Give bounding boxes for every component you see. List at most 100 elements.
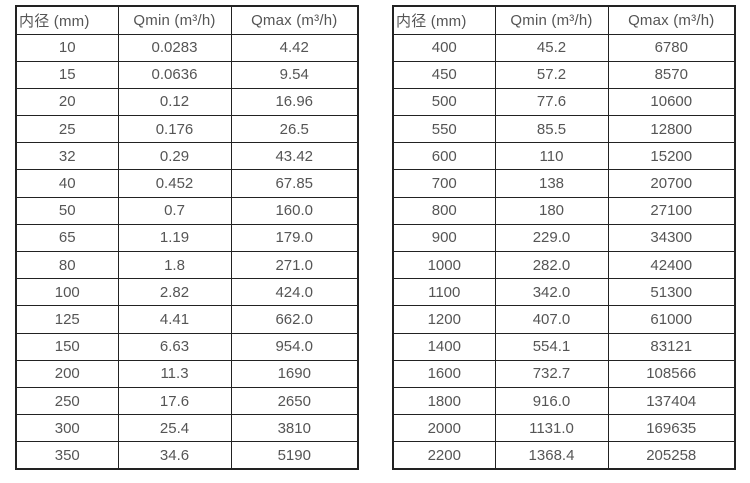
table-cell: 34300	[607, 223, 736, 253]
table-row: 150 6.63 954.0	[15, 332, 359, 361]
table-cell: 900	[392, 223, 496, 253]
table-cell: 51300	[607, 278, 736, 307]
table-cell: 0.12	[117, 87, 232, 117]
table-cell: 6.63	[117, 332, 232, 361]
table-row: 1800 916.0 137404	[392, 386, 736, 416]
table-cell: 11.3	[117, 359, 232, 388]
table-cell: 916.0	[494, 386, 609, 416]
table-cell: 67.85	[230, 169, 359, 198]
table-cell: 1131.0	[494, 414, 609, 443]
table-row: 450 57.2 8570	[392, 60, 736, 89]
table-cell: 350	[15, 441, 119, 470]
table-cell: 1200	[392, 305, 496, 334]
table-cell: 179.0	[230, 223, 359, 253]
table-cell: 100	[15, 278, 119, 307]
table-cell: 500	[392, 87, 496, 117]
table-cell: 1600	[392, 359, 496, 388]
table-row: 10 0.0283 4.42	[15, 33, 359, 62]
table-cell: 43.42	[230, 142, 359, 171]
table-cell: 3810	[230, 414, 359, 443]
header-row: 内径 (mm) Qmin (m³/h) Qmax (m³/h)	[15, 5, 359, 35]
table-cell: 32	[15, 142, 119, 171]
table-cell: 137404	[607, 386, 736, 416]
table-cell: 0.452	[117, 169, 232, 198]
table-row: 65 1.19 179.0	[15, 223, 359, 253]
table-cell: 80	[15, 250, 119, 280]
table-cell: 2650	[230, 386, 359, 416]
table-cell: 42400	[607, 250, 736, 280]
table-cell: 400	[392, 33, 496, 62]
table-cell: 4.41	[117, 305, 232, 334]
table-cell: 110	[494, 142, 609, 171]
flow-table-small: 内径 (mm) Qmin (m³/h) Qmax (m³/h) 10 0.0283…	[15, 5, 359, 470]
table-cell: 9.54	[230, 60, 359, 89]
flow-table-large: 内径 (mm) Qmin (m³/h) Qmax (m³/h) 400 45.2 6…	[392, 5, 736, 470]
table-cell: 1.19	[117, 223, 232, 253]
table-cell: 2.82	[117, 278, 232, 307]
flow-table-large-diameters: 内径 (mm) Qmin (m³/h) Qmax (m³/h) 400 45.2 6…	[392, 5, 736, 470]
table-row: 300 25.4 3810	[15, 414, 359, 443]
table-cell: 108566	[607, 359, 736, 388]
table-cell: 27100	[607, 196, 736, 225]
table-cell: 15200	[607, 142, 736, 171]
table-row: 2000 1131.0 169635	[392, 414, 736, 443]
table-cell: 2200	[392, 441, 496, 470]
table-cell: 34.6	[117, 441, 232, 470]
table-row: 700 138 20700	[392, 169, 736, 198]
table-cell: 424.0	[230, 278, 359, 307]
table-row: 600 110 15200	[392, 142, 736, 171]
table-cell: 150	[15, 332, 119, 361]
header-qmin: Qmin (m³/h)	[117, 5, 232, 35]
table-cell: 26.5	[230, 115, 359, 144]
table-cell: 45.2	[494, 33, 609, 62]
table-cell: 17.6	[117, 386, 232, 416]
table-body: 10 0.0283 4.42 15 0.0636 9.54 20 0.12 16.96 25 0.1…	[15, 33, 359, 470]
table-row: 40 0.452 67.85	[15, 169, 359, 198]
table-cell: 10600	[607, 87, 736, 117]
table-cell: 200	[15, 359, 119, 388]
table-cell: 407.0	[494, 305, 609, 334]
table-cell: 0.176	[117, 115, 232, 144]
table-cell: 1800	[392, 386, 496, 416]
table-cell: 8570	[607, 60, 736, 89]
table-cell: 25.4	[117, 414, 232, 443]
table-cell: 271.0	[230, 250, 359, 280]
table-cell: 0.0283	[117, 33, 232, 62]
table-cell: 125	[15, 305, 119, 334]
table-row: 500 77.6 10600	[392, 87, 736, 117]
table-cell: 954.0	[230, 332, 359, 361]
table-cell: 16.96	[230, 87, 359, 117]
table-row: 20 0.12 16.96	[15, 87, 359, 117]
table-cell: 85.5	[494, 115, 609, 144]
table-cell: 205258	[607, 441, 736, 470]
table-cell: 300	[15, 414, 119, 443]
table-row: 350 34.6 5190	[15, 441, 359, 470]
table-row: 1100 342.0 51300	[392, 278, 736, 307]
table-cell: 10	[15, 33, 119, 62]
table-row: 200 11.3 1690	[15, 359, 359, 388]
table-cell: 20	[15, 87, 119, 117]
header-inner-diameter: 内径 (mm)	[15, 5, 119, 35]
table-cell: 20700	[607, 169, 736, 198]
table-cell: 662.0	[230, 305, 359, 334]
table-cell: 1.8	[117, 250, 232, 280]
header-qmax: Qmax (m³/h)	[230, 5, 359, 35]
table-row: 50 0.7 160.0	[15, 196, 359, 225]
table-cell: 5190	[230, 441, 359, 470]
table-cell: 15	[15, 60, 119, 89]
table-cell: 0.7	[117, 196, 232, 225]
table-cell: 450	[392, 60, 496, 89]
table-cell: 0.0636	[117, 60, 232, 89]
table-cell: 12800	[607, 115, 736, 144]
table-cell: 250	[15, 386, 119, 416]
table-cell: 77.6	[494, 87, 609, 117]
table-cell: 6780	[607, 33, 736, 62]
header-inner-diameter: 内径 (mm)	[392, 5, 496, 35]
table-cell: 800	[392, 196, 496, 225]
table-cell: 2000	[392, 414, 496, 443]
table-cell: 1400	[392, 332, 496, 361]
table-cell: 1100	[392, 278, 496, 307]
table-cell: 50	[15, 196, 119, 225]
table-row: 900 229.0 34300	[392, 223, 736, 253]
table-cell: 169635	[607, 414, 736, 443]
